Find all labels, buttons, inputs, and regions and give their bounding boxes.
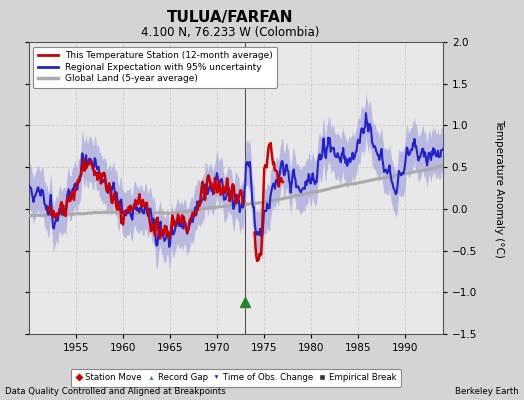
Text: 4.100 N, 76.233 W (Colombia): 4.100 N, 76.233 W (Colombia) <box>141 26 320 39</box>
Legend: Station Move, Record Gap, Time of Obs. Change, Empirical Break: Station Move, Record Gap, Time of Obs. C… <box>71 369 401 387</box>
Text: Berkeley Earth: Berkeley Earth <box>455 387 519 396</box>
Text: TULUA/FARFAN: TULUA/FARFAN <box>167 10 294 25</box>
Text: Data Quality Controlled and Aligned at Breakpoints: Data Quality Controlled and Aligned at B… <box>5 387 226 396</box>
Y-axis label: Temperature Anomaly (°C): Temperature Anomaly (°C) <box>494 118 504 258</box>
